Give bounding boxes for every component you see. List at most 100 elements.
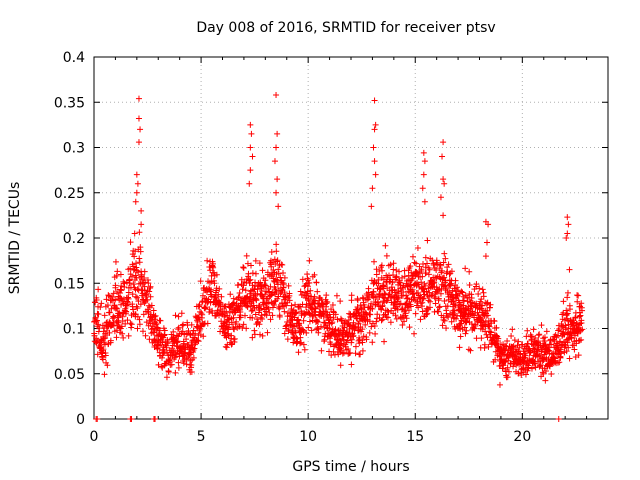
data-point [164, 339, 171, 346]
data-point [137, 126, 144, 133]
data-point [168, 361, 175, 368]
data-point [456, 344, 463, 351]
data-point [462, 292, 469, 299]
data-point [337, 298, 344, 305]
data-point [504, 338, 511, 345]
data-point [252, 270, 259, 277]
data-point [406, 324, 413, 331]
data-point [145, 280, 152, 287]
data-point [123, 308, 130, 315]
data-point [249, 314, 256, 321]
data-point [476, 285, 483, 292]
data-point [466, 281, 473, 288]
data-point [337, 337, 344, 344]
data-point [355, 320, 362, 327]
data-point [473, 281, 480, 288]
data-point [535, 332, 542, 339]
data-point [256, 302, 263, 309]
data-point [424, 310, 431, 317]
data-point [383, 252, 390, 259]
data-point [464, 298, 471, 305]
data-point [347, 349, 354, 356]
data-point [158, 354, 165, 361]
data-point [311, 271, 318, 278]
data-point [140, 311, 147, 318]
data-point [138, 221, 145, 228]
data-point [420, 171, 427, 178]
data-point [143, 319, 150, 326]
data-point [235, 281, 242, 288]
data-point [372, 171, 379, 178]
data-point [99, 322, 106, 329]
data-point [409, 291, 416, 298]
data-point [554, 359, 561, 366]
data-point [261, 281, 268, 288]
data-point [561, 341, 568, 348]
data-point [93, 297, 100, 304]
data-point [548, 341, 555, 348]
data-point [333, 292, 340, 299]
data-point [565, 221, 572, 228]
data-point [419, 185, 426, 192]
x-tick-label: 20 [513, 429, 531, 445]
data-point [329, 301, 336, 308]
data-point [578, 320, 585, 327]
data-point [236, 289, 243, 296]
data-point [463, 318, 470, 325]
data-point [240, 264, 247, 271]
data-point [359, 326, 366, 333]
data-point [543, 367, 550, 374]
data-point [247, 276, 254, 283]
data-point [452, 277, 459, 284]
data-point [202, 305, 209, 312]
data-point [163, 344, 170, 351]
data-point [241, 312, 248, 319]
data-point [272, 286, 279, 293]
data-point [258, 285, 265, 292]
data-point [508, 333, 515, 340]
data-point [390, 271, 397, 278]
data-point [290, 322, 297, 329]
data-point [577, 312, 584, 319]
data-point [295, 349, 302, 356]
data-point [530, 326, 537, 333]
data-point [114, 268, 121, 275]
data-point [210, 264, 217, 271]
data-point [400, 289, 407, 295]
data-point [439, 322, 446, 329]
data-point [371, 158, 378, 165]
data-point [360, 333, 367, 340]
data-point [311, 297, 318, 304]
data-point [527, 349, 534, 356]
data-point [240, 265, 247, 272]
y-tick-label: 0.25 [54, 186, 85, 202]
data-point [258, 292, 265, 299]
data-point [127, 265, 134, 272]
data-point [448, 318, 455, 325]
data-point [275, 266, 282, 273]
data-point [437, 262, 444, 269]
data-point [348, 292, 355, 299]
data-point [403, 295, 410, 302]
data-point [274, 258, 281, 265]
data-point [403, 315, 410, 322]
data-point [485, 343, 492, 350]
data-point [223, 308, 230, 315]
data-point [305, 296, 312, 303]
data-point [133, 264, 140, 271]
data-point [200, 321, 207, 328]
data-point [292, 310, 299, 317]
data-point [113, 334, 120, 341]
data-point [146, 288, 153, 295]
data-point [235, 294, 242, 301]
data-point [301, 346, 308, 353]
data-point [106, 329, 113, 336]
data-point [296, 320, 303, 327]
data-point [320, 313, 327, 320]
data-point [300, 341, 307, 348]
data-point [550, 354, 557, 361]
data-point [187, 331, 194, 338]
data-point [147, 293, 154, 300]
data-point [420, 261, 427, 268]
data-point [136, 229, 143, 236]
